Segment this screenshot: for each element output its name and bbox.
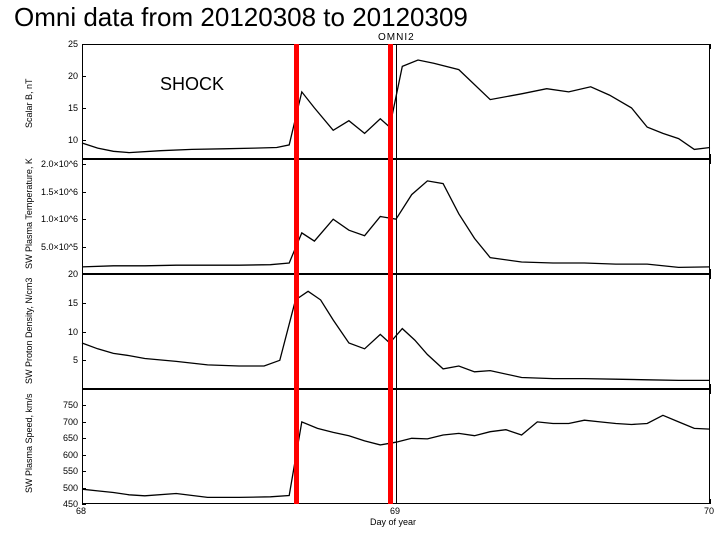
y-tick: 2.0×10^6 (38, 159, 78, 169)
y-axis-label-2: SW Proton Density, N/cm3 (24, 278, 34, 384)
x-tick: 69 (390, 506, 400, 516)
y-tick: 5 (38, 355, 78, 365)
shock-marker-1 (388, 44, 393, 504)
page-title: Omni data from 20120308 to 20120309 (14, 2, 468, 33)
y-tick: 600 (38, 450, 78, 460)
y-tick: 500 (38, 483, 78, 493)
shock-annotation: SHOCK (160, 74, 224, 95)
y-tick: 750 (38, 400, 78, 410)
x-tick: 68 (76, 506, 86, 516)
y-tick: 15 (38, 103, 78, 113)
y-tick: 550 (38, 466, 78, 476)
y-tick: 700 (38, 417, 78, 427)
y-tick: 15 (38, 298, 78, 308)
y-tick: 10 (38, 135, 78, 145)
y-tick: 25 (38, 39, 78, 49)
subtitle: OMNI2 (378, 32, 415, 43)
y-axis-label-1: SW Plasma Temperature, K (24, 158, 34, 269)
y-tick: 1.5×10^6 (38, 187, 78, 197)
x-axis-label: Day of year (370, 517, 416, 527)
y-axis-label-3: SW Plasma Speed, km/s (24, 393, 34, 493)
y-tick: 20 (38, 71, 78, 81)
y-tick: 10 (38, 327, 78, 337)
y-axis-label-0: Scalar B, nT (24, 78, 34, 128)
x-tick: 70 (704, 506, 714, 516)
y-tick: 20 (38, 269, 78, 279)
y-tick: 650 (38, 433, 78, 443)
y-tick: 450 (38, 499, 78, 509)
y-tick: 1.0×10^6 (38, 214, 78, 224)
y-tick: 5.0×10^5 (38, 242, 78, 252)
gridline-day-69 (396, 44, 397, 504)
shock-marker-0 (294, 44, 299, 504)
